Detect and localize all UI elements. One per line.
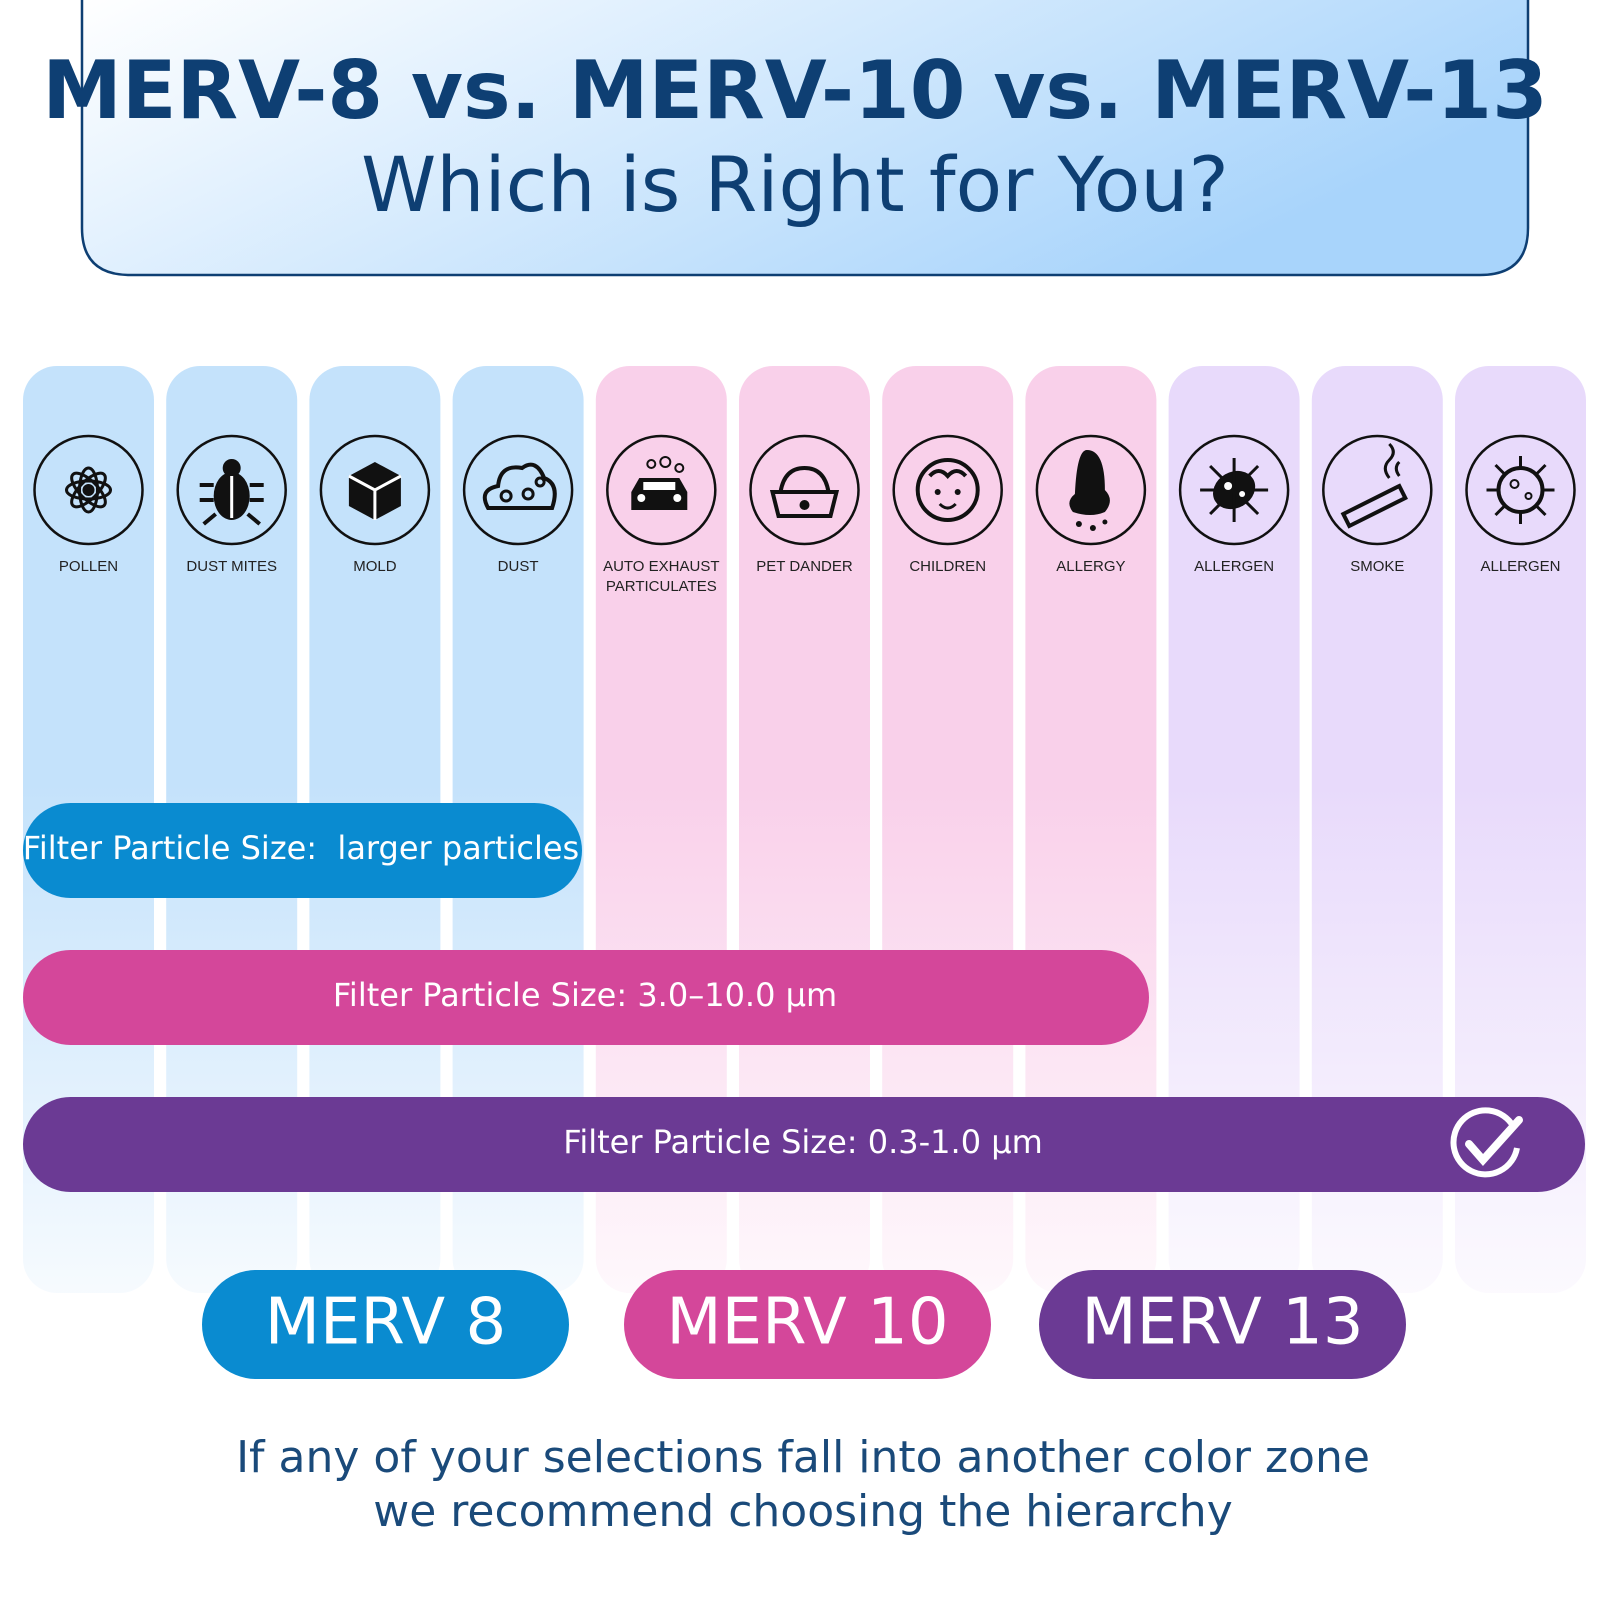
zone-column xyxy=(1311,366,1443,1293)
icon-mold xyxy=(319,434,431,546)
icon-auto-exhaust xyxy=(606,434,717,546)
column-label: ALLERGY xyxy=(1056,558,1125,575)
header-box xyxy=(80,0,1530,277)
title: MERV-8 vs. MERV-10 vs. MERV-13 xyxy=(42,44,1548,137)
column-label: DUST xyxy=(498,558,539,575)
merv-button-label: MERV 10 xyxy=(666,1286,948,1360)
column-label: PET DANDER xyxy=(756,558,853,575)
zone-column xyxy=(1455,366,1586,1293)
icon-smoke xyxy=(1322,434,1433,546)
zone-column xyxy=(1168,366,1300,1293)
column-label: CHILDREN xyxy=(909,558,986,575)
icon-dust-mites xyxy=(176,434,287,546)
footer-line: we recommend choosing the hierarchy xyxy=(373,1486,1232,1537)
size-bar xyxy=(23,1097,1585,1192)
column-label: MOLD xyxy=(353,558,397,575)
column-label: ALLERGEN xyxy=(1480,558,1560,575)
zone-column xyxy=(882,366,1014,1293)
merv-button xyxy=(624,1270,991,1379)
icons xyxy=(33,434,1576,546)
column-label: DUST MITES xyxy=(186,558,277,575)
size-bar-label: Filter Particle Size: larger particles xyxy=(23,829,579,867)
zone-column xyxy=(739,366,870,1293)
check-icon xyxy=(1450,1107,1523,1178)
merv-button-label: MERV 8 xyxy=(265,1286,506,1360)
merv-button xyxy=(202,1270,569,1379)
merv-button-label: MERV 13 xyxy=(1081,1286,1363,1360)
footer-line: If any of your selections fall into anot… xyxy=(236,1432,1370,1483)
zone-column xyxy=(595,366,727,1293)
zone-column xyxy=(1025,366,1157,1293)
column-label: PARTICULATES xyxy=(606,578,717,595)
icon-allergen xyxy=(1178,434,1290,546)
size-bar xyxy=(23,950,1149,1045)
icon-dust xyxy=(462,434,574,546)
column-label: AUTO EXHAUST xyxy=(603,558,719,575)
icon-allergy xyxy=(1035,434,1147,546)
bars: Filter Particle Size: larger particles Fi… xyxy=(23,803,1585,1192)
column-label: POLLEN xyxy=(59,558,118,575)
size-bar-label: Filter Particle Size: 0.3-1.0 µm xyxy=(563,1123,1043,1161)
column-label: SMOKE xyxy=(1350,558,1404,575)
size-bar xyxy=(23,803,582,898)
column-label: ALLERGEN xyxy=(1194,558,1274,575)
icon-children xyxy=(892,434,1003,546)
icon-pet-dander xyxy=(749,434,860,546)
merv-buttons: MERV 8 MERV 10 MERV 13 xyxy=(202,1270,1406,1379)
icon-pollen xyxy=(33,434,144,546)
subtitle: Which is Right for You? xyxy=(361,140,1229,229)
size-bar-label: Filter Particle Size: 3.0–10.0 µm xyxy=(333,976,837,1014)
merv-button xyxy=(1039,1270,1406,1379)
icon-virus xyxy=(1465,434,1576,546)
